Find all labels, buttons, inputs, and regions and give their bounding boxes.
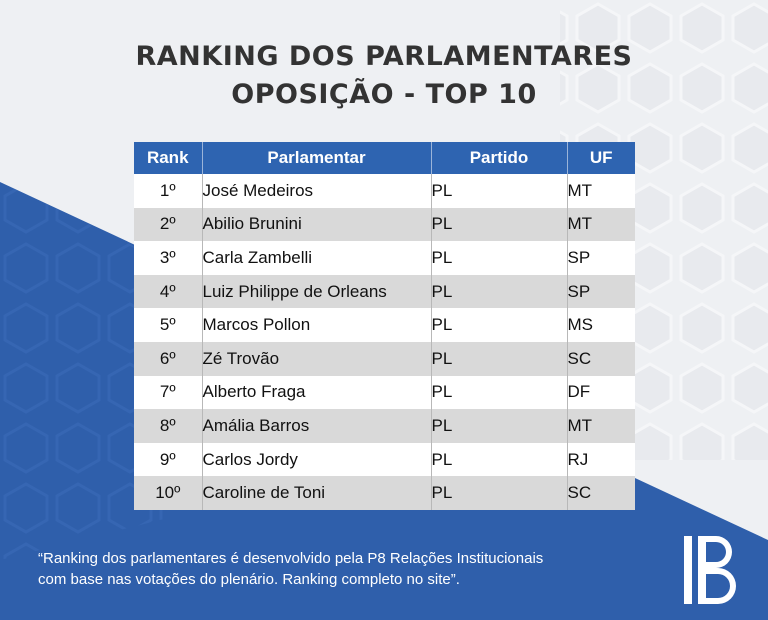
table-row: 6º Zé Trovão PL SC: [134, 341, 635, 376]
uf-cell: RJ: [566, 442, 635, 477]
name-cell: Alberto Fraga: [201, 375, 431, 410]
table-row: 5º Marcos Pollon PL MS: [134, 308, 635, 342]
table-row: 8º Amália Barros PL MT: [134, 409, 635, 443]
party-cell: PL: [430, 476, 567, 510]
party-cell: PL: [430, 375, 567, 410]
rank-cell: 1º: [134, 174, 202, 208]
name-cell: Zé Trovão: [201, 341, 431, 376]
rank-cell: 5º: [134, 308, 202, 342]
uf-cell: SP: [566, 274, 635, 309]
uf-cell: MT: [566, 409, 635, 443]
header-partido: Partido: [430, 142, 567, 174]
table-row: 2º Abilio Brunini PL MT: [134, 207, 635, 242]
ranking-table: Rank Parlamentar Partido UF 1º José Mede…: [134, 142, 635, 510]
header-rank: Rank: [134, 142, 202, 174]
uf-cell: MT: [566, 207, 635, 242]
uf-cell: DF: [566, 375, 635, 410]
rank-cell: 4º: [134, 274, 202, 309]
footnote-line-2: com base nas votações do plenário. Ranki…: [38, 571, 460, 588]
rank-cell: 7º: [134, 375, 202, 410]
party-cell: PL: [430, 341, 567, 376]
name-cell: Amália Barros: [201, 409, 431, 443]
rank-cell: 3º: [134, 241, 202, 275]
name-cell: Marcos Pollon: [201, 308, 431, 342]
table-row: 3º Carla Zambelli PL SP: [134, 241, 635, 275]
title-line-1: RANKING DOS PARLAMENTARES: [135, 41, 633, 72]
footnote: “Ranking dos parlamentares é desenvolvid…: [38, 548, 638, 590]
party-cell: PL: [430, 274, 567, 309]
rank-cell: 6º: [134, 341, 202, 376]
name-cell: Caroline de Toni: [201, 476, 431, 510]
title-line-2: OPOSIÇÃO - TOP 10: [231, 79, 537, 110]
page-title: RANKING DOS PARLAMENTARES OPOSIÇÃO - TOP…: [0, 38, 768, 114]
table-row: 10º Caroline de Toni PL SC: [134, 476, 635, 510]
uf-cell: SC: [566, 476, 635, 510]
rank-cell: 9º: [134, 442, 202, 477]
party-cell: PL: [430, 207, 567, 242]
table-row: 1º José Medeiros PL MT: [134, 174, 635, 208]
uf-cell: MS: [566, 308, 635, 342]
table-row: 4º Luiz Philippe de Orleans PL SP: [134, 274, 635, 309]
table-header-row: Rank Parlamentar Partido UF: [134, 142, 635, 174]
party-cell: PL: [430, 308, 567, 342]
party-cell: PL: [430, 174, 567, 208]
uf-cell: SC: [566, 341, 635, 376]
table-row: 7º Alberto Fraga PL DF: [134, 375, 635, 410]
header-uf: UF: [566, 142, 635, 174]
table-row: 9º Carlos Jordy PL RJ: [134, 442, 635, 477]
uf-cell: SP: [566, 241, 635, 275]
uf-cell: MT: [566, 174, 635, 208]
party-cell: PL: [430, 409, 567, 443]
rank-cell: 8º: [134, 409, 202, 443]
header-parlamentar: Parlamentar: [201, 142, 431, 174]
party-cell: PL: [430, 442, 567, 477]
name-cell: Carlos Jordy: [201, 442, 431, 477]
rank-cell: 10º: [134, 476, 202, 510]
name-cell: José Medeiros: [201, 174, 431, 208]
footnote-line-1: “Ranking dos parlamentares é desenvolvid…: [38, 550, 544, 567]
name-cell: Abilio Brunini: [201, 207, 431, 242]
name-cell: Carla Zambelli: [201, 241, 431, 275]
p8-logo-icon: [684, 536, 736, 604]
name-cell: Luiz Philippe de Orleans: [201, 274, 431, 309]
rank-cell: 2º: [134, 207, 202, 242]
party-cell: PL: [430, 241, 567, 275]
